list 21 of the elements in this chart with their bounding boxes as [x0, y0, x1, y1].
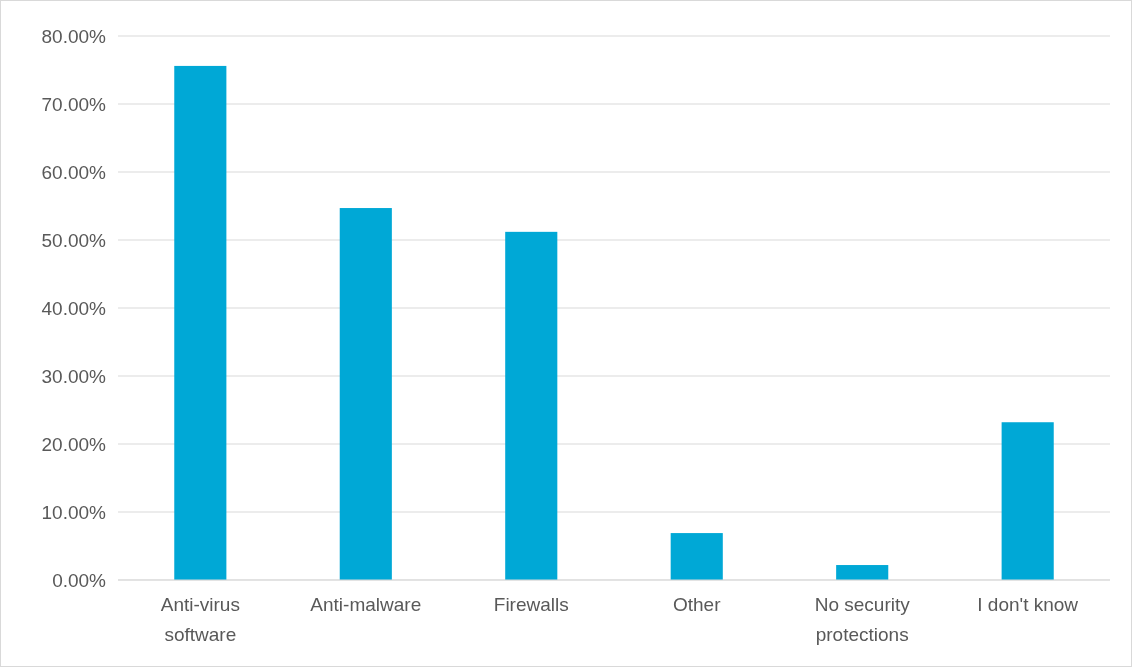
bar — [1001, 422, 1054, 580]
x-tick-label: Anti-virus software — [160, 594, 240, 645]
y-tick-label: 40.00% — [41, 297, 107, 319]
y-tick-label: 60.00% — [41, 161, 107, 183]
y-tick-label: 70.00% — [41, 93, 107, 115]
y-tick-label: 0.00% — [52, 569, 107, 591]
y-tick-label: 10.00% — [41, 501, 107, 523]
y-tick-label: 30.00% — [41, 365, 107, 387]
x-tick-label: No security protections — [814, 594, 911, 645]
y-tick-label: 50.00% — [41, 229, 107, 251]
bar — [505, 231, 558, 580]
bar — [339, 208, 392, 580]
bar — [174, 65, 227, 580]
x-tick-label: Anti-malware — [310, 594, 422, 615]
x-tick-label: Other — [672, 594, 722, 615]
y-tick-label: 80.00% — [41, 25, 107, 47]
bar — [670, 533, 723, 580]
y-tick-label: 20.00% — [41, 433, 107, 455]
x-tick-label: I don't know — [977, 594, 1079, 615]
x-tick-label: Firewalls — [493, 594, 569, 615]
bar — [836, 565, 889, 580]
